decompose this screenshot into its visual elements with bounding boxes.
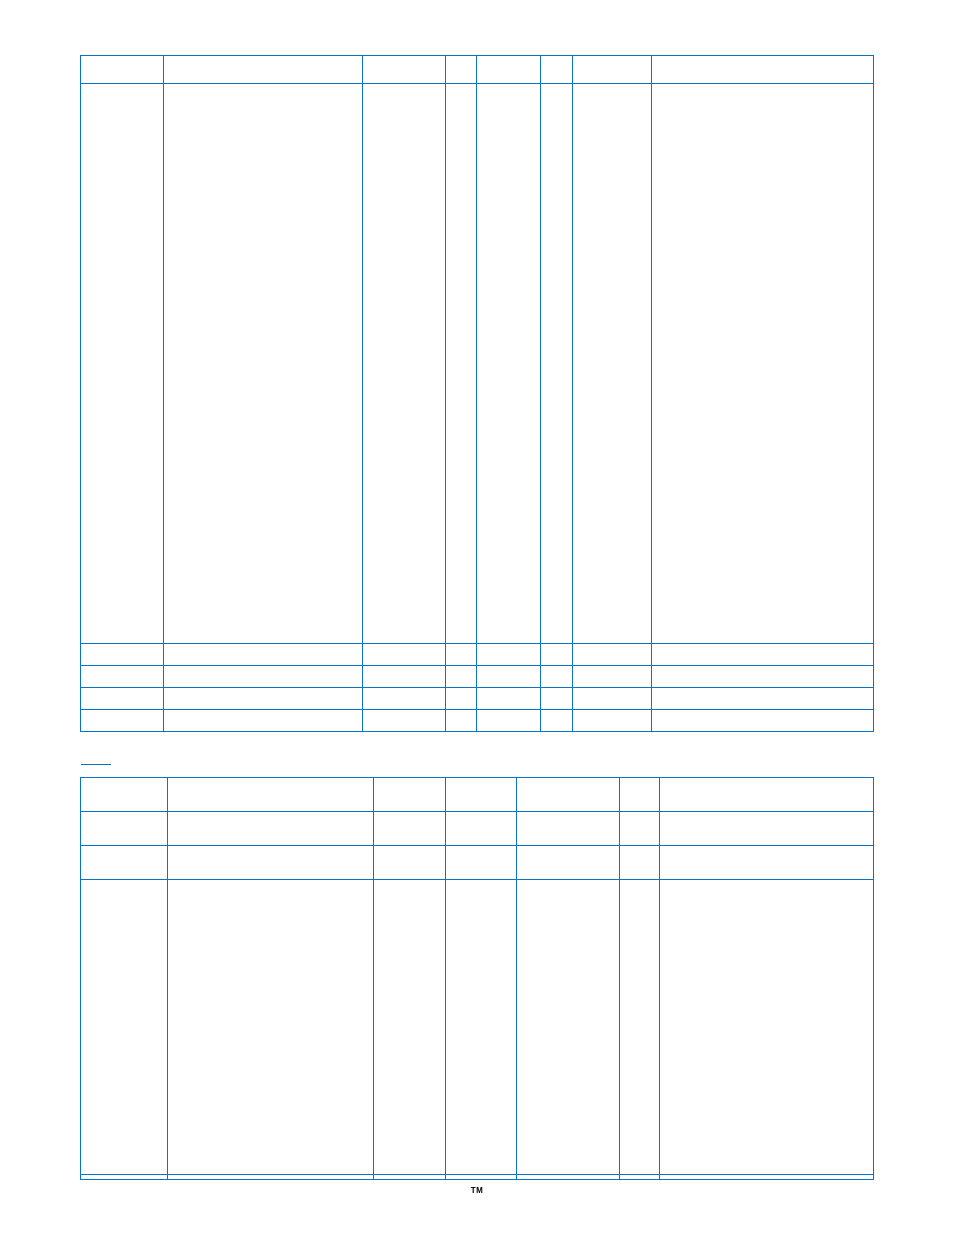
table-2-cell [659, 880, 873, 1180]
table-1-cell [164, 84, 362, 644]
table-2-cell [620, 812, 660, 846]
table-1-row [81, 644, 874, 666]
table-2-cell [374, 812, 445, 846]
table-2-cell [517, 846, 620, 880]
table-2-cell [620, 778, 660, 812]
table-2-cell [517, 778, 620, 812]
table-1-cell [164, 710, 362, 732]
table-1-cell [651, 688, 873, 710]
table-1-cell [362, 688, 445, 710]
table-1-cell [362, 644, 445, 666]
table-1-cell [445, 666, 477, 688]
table-1-row [81, 666, 874, 688]
table-1-cell [477, 666, 540, 688]
table-2-cell [168, 778, 374, 812]
table-1-cell [572, 710, 651, 732]
table-2-row [81, 846, 874, 880]
page: TM [0, 0, 954, 1235]
table-1-cell [477, 84, 540, 644]
table-1-cell [477, 56, 540, 84]
table-1-cell [477, 710, 540, 732]
table-1-cell [164, 56, 362, 84]
table-2-cell [445, 846, 516, 880]
footer-rule [80, 1174, 874, 1175]
table-2-cell [445, 778, 516, 812]
table-1-cell [572, 666, 651, 688]
table-2-cell [81, 812, 168, 846]
table-1-cell [651, 84, 873, 644]
table-2-cell [374, 778, 445, 812]
table-1-cell [81, 84, 164, 644]
table-1-cell [445, 644, 477, 666]
table-1-cell [362, 56, 445, 84]
table-1-cell [445, 688, 477, 710]
table-2-cell [445, 880, 516, 1180]
table-1-body-row [81, 84, 874, 644]
table-1-cell [540, 688, 572, 710]
table-1-cell [445, 56, 477, 84]
table-2-cell [517, 880, 620, 1180]
table-1-cell [572, 84, 651, 644]
table-2-cell [81, 778, 168, 812]
table-1-cell [362, 666, 445, 688]
table-1-cell [81, 666, 164, 688]
table-2-cell [168, 846, 374, 880]
table-2-cell [517, 812, 620, 846]
table-2-cell [445, 812, 516, 846]
table-1-cell [540, 56, 572, 84]
section-underline [81, 764, 111, 765]
table-1-cell [164, 688, 362, 710]
table-1-cell [540, 666, 572, 688]
table-1-header-row [81, 56, 874, 84]
table-2-cell [620, 846, 660, 880]
table-2-cell [374, 880, 445, 1180]
table-2-cell [168, 812, 374, 846]
table-1-cell [362, 710, 445, 732]
table-2-cell [374, 846, 445, 880]
table-2-cell [81, 846, 168, 880]
footer-trademark: TM [0, 1186, 954, 1195]
table-2-cell [659, 846, 873, 880]
table-2-cell [620, 880, 660, 1180]
table-1-cell [540, 644, 572, 666]
table-2-cell [168, 880, 374, 1180]
table-1-cell [445, 84, 477, 644]
table-1-cell [477, 688, 540, 710]
table-1-cell [572, 688, 651, 710]
table-2-body-row [81, 880, 874, 1180]
table-2 [80, 777, 874, 1180]
table-1-cell [651, 644, 873, 666]
table-2-cell [659, 812, 873, 846]
table-1-row [81, 710, 874, 732]
table-1-cell [81, 56, 164, 84]
table-1-cell [445, 710, 477, 732]
table-1-cell [651, 666, 873, 688]
table-1-cell [81, 644, 164, 666]
table-1-cell [362, 84, 445, 644]
table-1 [80, 55, 874, 732]
table-1-cell [164, 644, 362, 666]
table-1-cell [540, 710, 572, 732]
table-1-cell [651, 710, 873, 732]
table-2-cell [81, 880, 168, 1180]
table-1-row [81, 688, 874, 710]
table-1-cell [572, 56, 651, 84]
table-1-cell [651, 56, 873, 84]
table-2-row [81, 812, 874, 846]
table-1-cell [540, 84, 572, 644]
table-1-cell [81, 688, 164, 710]
table-2-cell [659, 778, 873, 812]
table-1-cell [477, 644, 540, 666]
table-1-cell [572, 644, 651, 666]
table-2-header-row [81, 778, 874, 812]
table-1-cell [81, 710, 164, 732]
table-1-cell [164, 666, 362, 688]
